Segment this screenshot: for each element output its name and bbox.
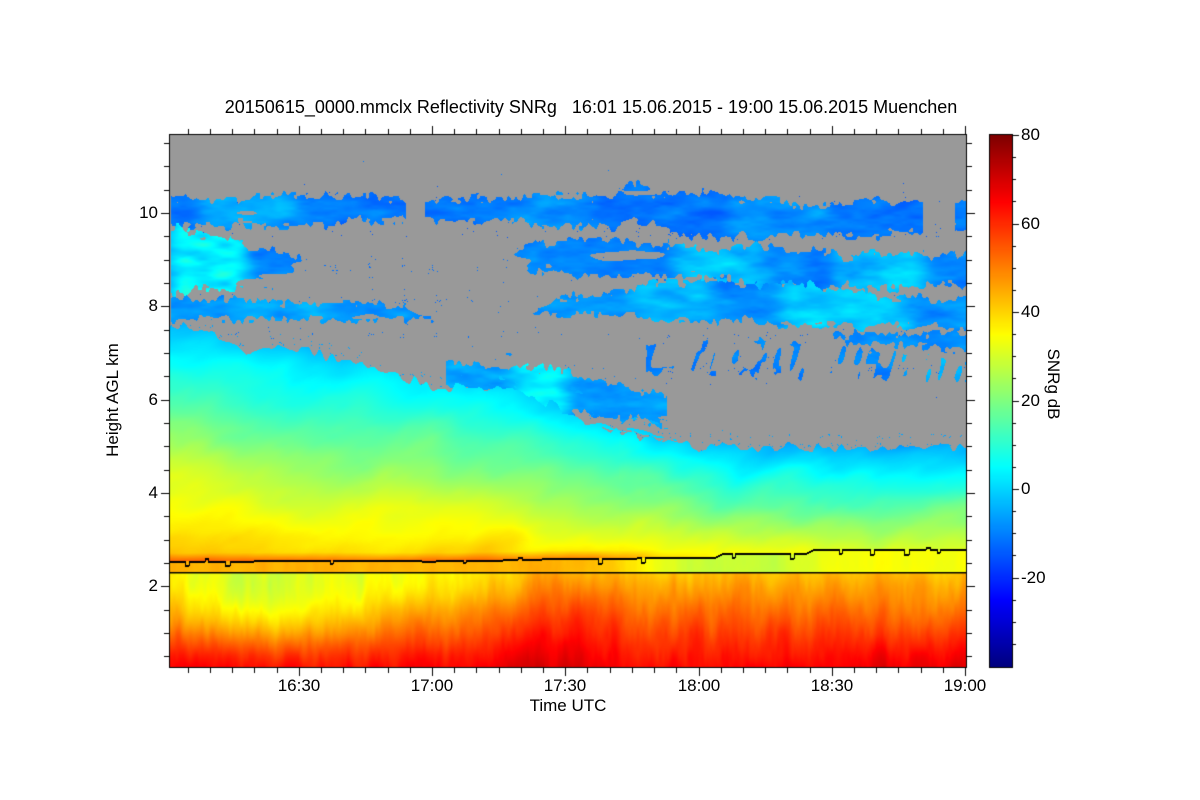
y-tick-label: 6 [148, 390, 158, 409]
colorbar-tick-label: 80 [1021, 125, 1040, 144]
colorbar-tick-label: -20 [1021, 568, 1046, 587]
y-tick-label: 8 [148, 296, 158, 315]
x-tick-label: 17:30 [543, 676, 587, 695]
x-axis-label: Time UTC [529, 696, 607, 715]
y-tick-label: 4 [148, 483, 158, 502]
y-tick-label: 10 [139, 203, 158, 222]
y-tick-label: 2 [148, 576, 158, 595]
x-tick-label: 18:30 [810, 676, 854, 695]
colorbar-tick-label: 20 [1021, 391, 1040, 410]
colorbar-label: SNRg dB [1044, 348, 1063, 420]
x-tick-label: 17:00 [410, 676, 454, 695]
plot-title: 20150615_0000.mmclx Reflectivity SNRg 16… [224, 97, 958, 117]
colorbar-tick-label: 40 [1021, 302, 1040, 321]
x-tick-label: 16:30 [277, 676, 321, 695]
colorbar-tick-label: 60 [1021, 214, 1040, 233]
x-tick-label: 18:00 [677, 676, 721, 695]
x-tick-label: 19:00 [943, 676, 987, 695]
colorbar-tick-label: 0 [1021, 479, 1031, 498]
